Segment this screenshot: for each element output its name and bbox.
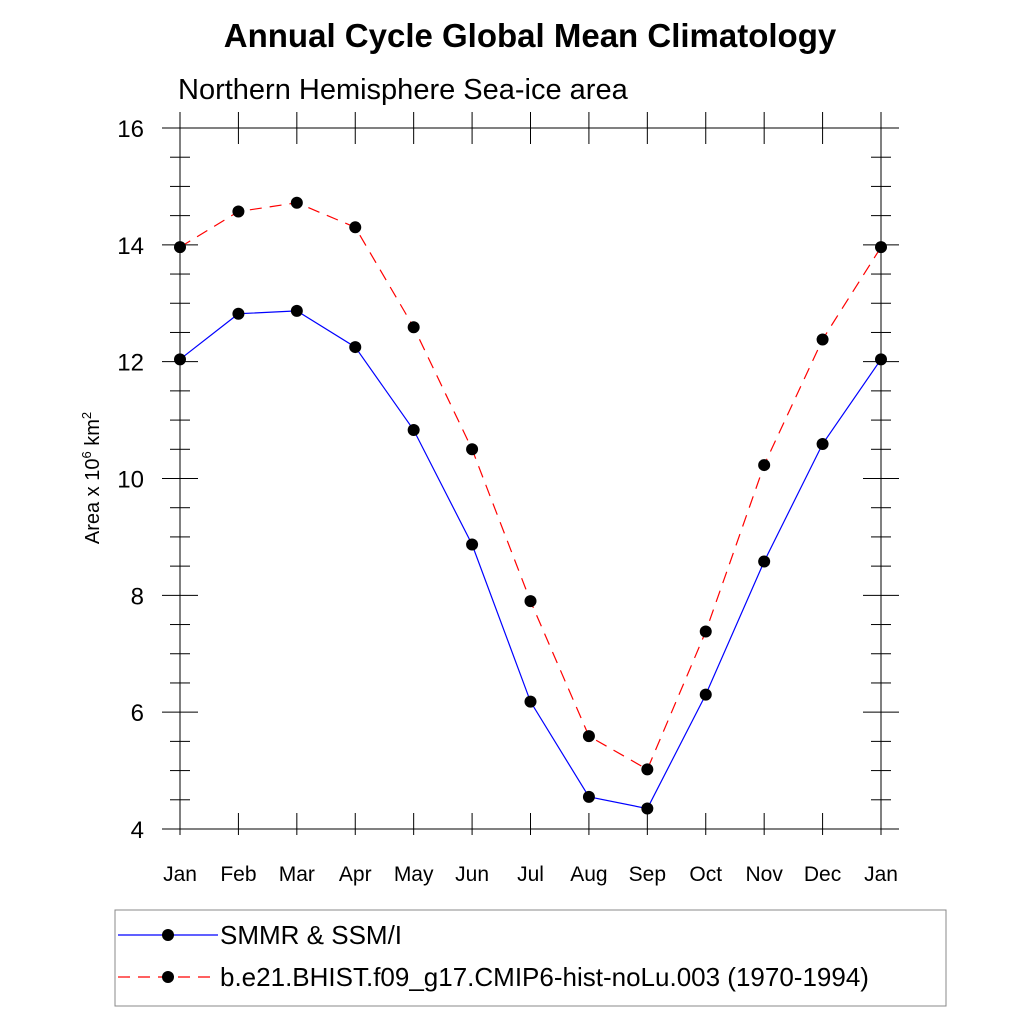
series-1-point: [407, 424, 420, 437]
y-axis-label-prefix: Area x 10: [82, 459, 104, 545]
series-1-point: [349, 341, 362, 354]
series-1-point: [582, 790, 595, 803]
series-line-2: [179, 202, 882, 771]
plot-border: [179, 127, 882, 830]
x-axis: Jan Feb Mar Apr May Jun Jul Aug Sep Oct Nov Dec Jan: [163, 112, 898, 886]
y-tick-label: 6: [131, 700, 144, 727]
series-1-point: [641, 802, 654, 815]
series-1-point: [466, 538, 479, 551]
x-tick-label: Feb: [220, 863, 256, 886]
legend-box: [114, 909, 947, 1007]
y-axis: 4 6 8 10 12 14 16: [117, 116, 899, 844]
legend-label-2: b.e21.BHIST.f09_g17.CMIP6-hist-noLu.003 …: [220, 962, 869, 992]
plot-area: [179, 127, 882, 830]
series-layer: [174, 196, 887, 815]
legend-marker-2: [162, 971, 174, 983]
x-tick-label: Sep: [629, 863, 666, 886]
x-tick-label: Mar: [279, 863, 315, 886]
series-2-point: [466, 443, 479, 456]
x-tick-label: Jan: [163, 863, 197, 886]
x-tick-label: Aug: [570, 863, 607, 886]
series-1-point: [875, 353, 887, 366]
series-1-point: [524, 695, 537, 708]
x-tick-label: Jun: [455, 863, 489, 886]
series-2-point: [407, 321, 420, 334]
series-2-point: [290, 196, 303, 209]
y-tick-label: 10: [117, 467, 144, 494]
x-tick-label: Oct: [689, 863, 722, 886]
x-tick-label: Dec: [804, 863, 841, 886]
series-2-point: [875, 241, 887, 254]
chart-subtitle: Northern Hemisphere Sea-ice area: [178, 74, 629, 106]
series-2-point: [699, 625, 712, 638]
series-1-point: [232, 307, 245, 320]
series-1-point: [174, 353, 186, 366]
y-axis-label-exponent-1: 6: [79, 451, 94, 458]
series-1-point: [816, 438, 829, 451]
y-tick-label: 14: [117, 233, 144, 260]
series-2-point: [582, 730, 595, 743]
y-tick-label: 8: [131, 583, 144, 610]
y-tick-label: 16: [117, 116, 144, 143]
x-tick-label: Jan: [864, 863, 898, 886]
x-tick-label: May: [394, 863, 434, 886]
y-axis-label: Area x 106 km2: [79, 412, 104, 544]
y-axis-label-unit: km: [82, 419, 104, 451]
x-tick-label: Apr: [339, 863, 372, 886]
series-1-point: [699, 688, 712, 701]
series-2-point: [349, 221, 362, 234]
series-2-point: [816, 333, 829, 346]
series-2-point: [524, 595, 537, 608]
legend: SMMR & SSM/I b.e21.BHIST.f09_g17.CMIP6-hi…: [114, 909, 947, 1007]
series-2-point: [758, 459, 771, 472]
series-2-point: [232, 205, 245, 218]
y-axis-label-exponent-2: 2: [79, 412, 94, 419]
x-tick-label: Jul: [517, 863, 544, 886]
series-1-point: [290, 304, 303, 317]
x-tick-label: Nov: [745, 863, 783, 886]
y-tick-label: 4: [131, 817, 144, 844]
legend-label-1: SMMR & SSM/I: [220, 920, 402, 950]
series-line-1: [179, 310, 882, 810]
series-1-point: [758, 555, 771, 568]
chart-title: Annual Cycle Global Mean Climatology: [224, 17, 837, 54]
legend-marker-1: [162, 929, 174, 941]
y-tick-label: 12: [117, 350, 144, 377]
series-2-point: [641, 763, 654, 776]
series-2-point: [174, 241, 186, 254]
